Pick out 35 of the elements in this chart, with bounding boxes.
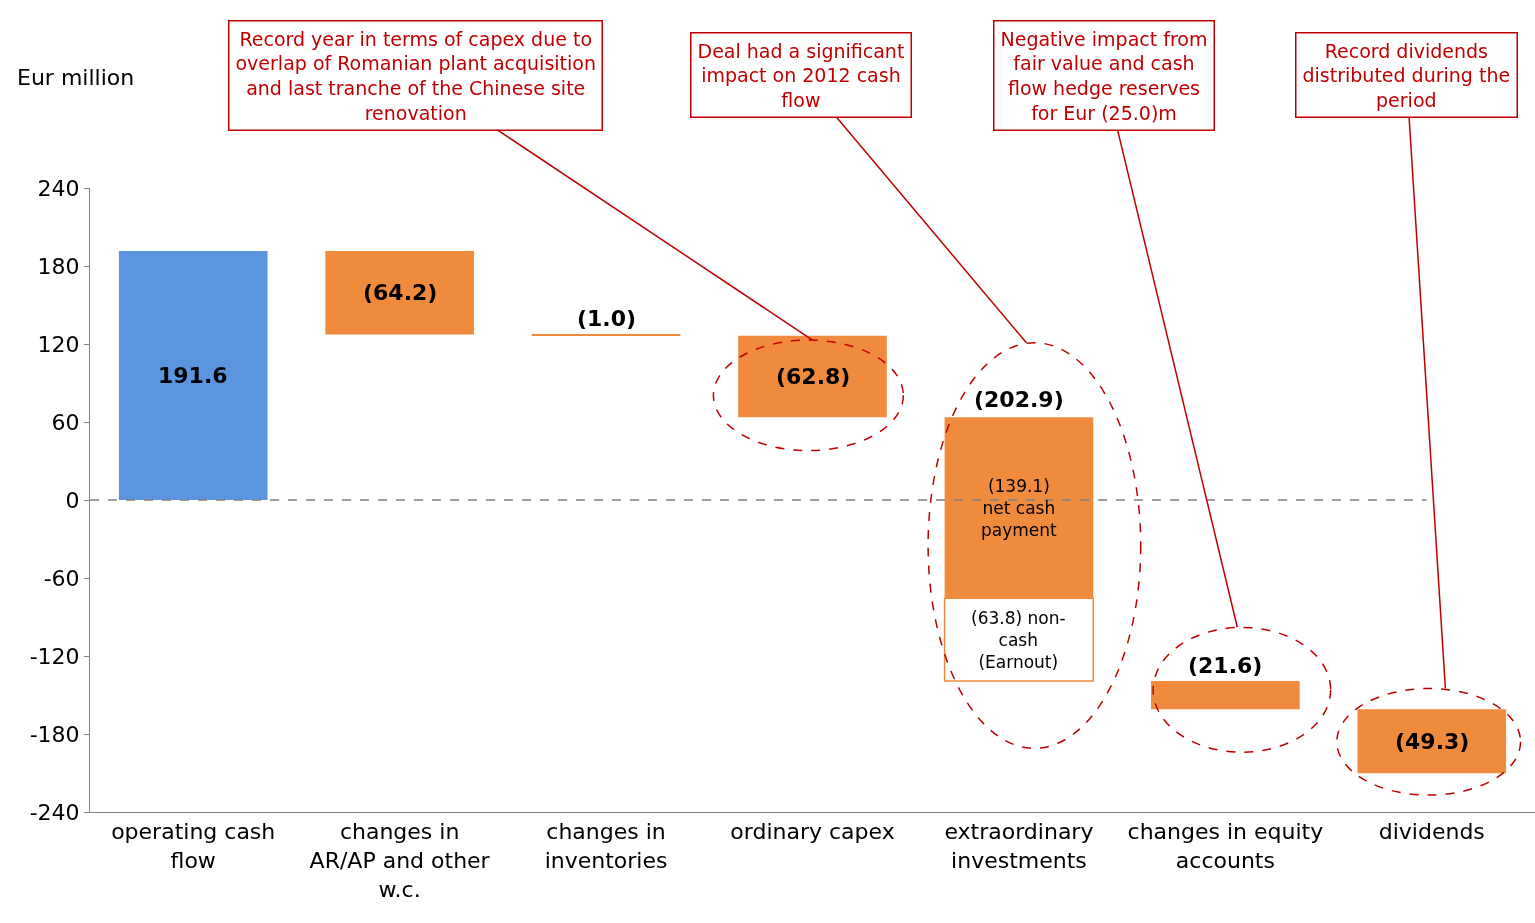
y-tick-label: 180 <box>37 253 80 279</box>
bar <box>325 250 474 335</box>
y-tick-label: 240 <box>37 175 80 201</box>
data-label: (139.1) net cash payment <box>981 476 1058 541</box>
data-label: (1.0) <box>577 306 637 331</box>
text: Record dividends distributed during the period <box>1302 39 1511 111</box>
annotation: Record year in terms of capex due to overlap of Romanian plant acquisition and last tranche of the Chinese site renovation <box>235 27 596 124</box>
x-tick-label: changes in AR/AP and other w.c. <box>309 819 491 902</box>
y-tick-label: 60 <box>51 409 80 435</box>
data-label: (21.6) <box>1188 653 1263 678</box>
text: Deal had a significant impact on 2012 cash flow <box>697 39 905 111</box>
x-tick-label: changes in inventories <box>544 819 668 873</box>
y-tick-label: 0 <box>65 487 80 513</box>
data-label: (64.2) <box>363 280 438 305</box>
y-tick-label: -180 <box>29 721 80 747</box>
x-tick-label: changes in equity accounts <box>1127 819 1324 873</box>
bar <box>1357 709 1507 774</box>
y-tick-label: 120 <box>37 331 80 357</box>
bar <box>118 250 268 500</box>
bar <box>1151 681 1300 710</box>
x-tick-label: dividends <box>1378 819 1485 845</box>
data-label: 191.6 <box>158 363 228 388</box>
x-tick-label: extraordinary investments <box>944 819 1094 873</box>
bar <box>738 335 887 418</box>
data-label: (62.8) <box>776 364 851 389</box>
data-label: (49.3) <box>1395 729 1470 754</box>
y-axis-title: Eur million <box>17 65 135 90</box>
y-tick-label: -240 <box>29 799 80 825</box>
y-tick-label: -120 <box>29 643 80 669</box>
x-tick-label: operating cash flow <box>111 819 276 873</box>
text: Negative impact from fair value and cash flow hedge reserves for Eur (25.0)m <box>1000 27 1208 124</box>
y-tick-label: -60 <box>43 565 80 591</box>
total-label: (202.9) <box>974 387 1064 412</box>
x-tick-label: ordinary capex <box>730 819 895 845</box>
data-label: (63.8) non- cash (Earnout) <box>971 608 1066 673</box>
